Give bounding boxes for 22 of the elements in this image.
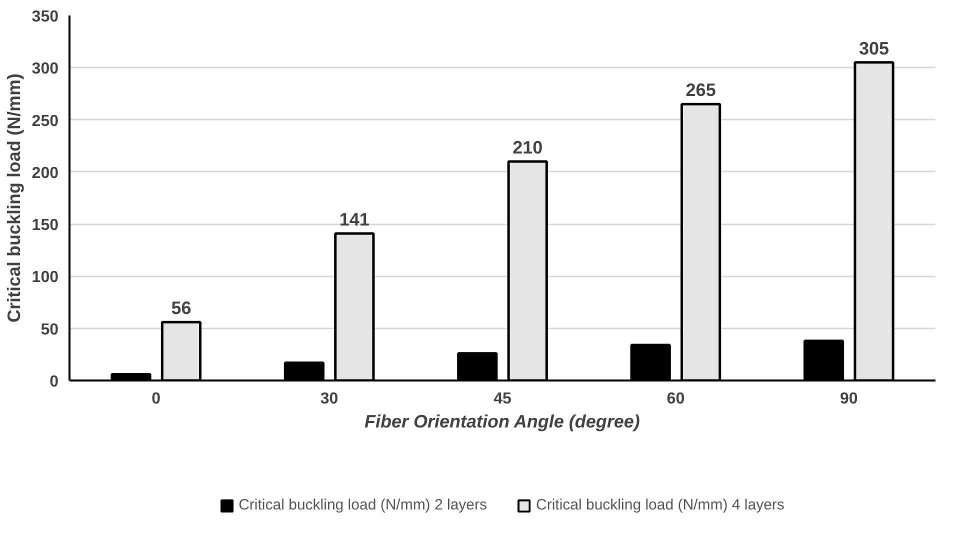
data-label: 210 [512,138,543,158]
y-tick-label: 350 [32,8,59,26]
x-tick-label: 0 [152,390,161,408]
data-label: 141 [339,209,370,230]
y-tick-label: 300 [32,60,59,78]
data-label: 56 [171,298,192,318]
x-tick-label: 30 [320,390,338,408]
data-label: 265 [686,80,716,100]
y-tick-label: 0 [50,374,59,390]
y-tick-label: 100 [32,269,59,286]
y-tick-label: 150 [32,217,59,234]
legend-label: Critical buckling load (N/mm) 2 layers [238,496,487,514]
x-tick-label: 60 [666,390,685,408]
x-tick-label: 90 [840,390,858,408]
y-axis-title: Critical buckling load (N/mm) [4,73,24,323]
legend-label: Critical buckling load (N/mm) 4 layers [536,496,784,514]
x-tick-label: 45 [494,390,512,408]
x-axis-title: Fiber Orientation Angle (degree) [364,412,640,432]
y-tick-label: 200 [32,164,59,182]
y-tick-label: 250 [32,112,59,130]
y-tick-label: 50 [40,321,59,338]
data-label: 305 [859,38,890,58]
